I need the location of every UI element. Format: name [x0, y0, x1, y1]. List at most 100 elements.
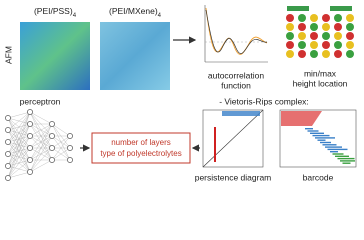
edge: [51, 135, 71, 149]
edge: [7, 111, 31, 179]
autocorrelation-plot: [204, 5, 268, 63]
bar: [330, 151, 338, 153]
edge: [7, 111, 31, 155]
bar: [332, 153, 344, 155]
neuron: [5, 127, 11, 133]
neuron: [49, 133, 55, 139]
neuron: [67, 133, 73, 139]
panel-label: persistence diagram: [195, 172, 272, 182]
bar: [340, 160, 355, 162]
edge: [7, 111, 31, 143]
dot: [322, 32, 330, 40]
dot: [298, 14, 306, 22]
neuron: [5, 163, 11, 169]
edge: [51, 135, 71, 161]
output-label: number of layers: [111, 138, 171, 147]
dot: [298, 23, 306, 31]
dot: [286, 41, 294, 49]
neuron: [49, 121, 55, 127]
neuron: [49, 157, 55, 163]
method-label: AFM: [3, 46, 13, 64]
neuron: [27, 133, 33, 139]
neuron: [27, 145, 33, 151]
edge: [7, 111, 31, 119]
dot: [346, 50, 354, 58]
edge: [29, 111, 53, 125]
section-title: - Vietoris-Rips complex:: [219, 96, 309, 106]
feature-label: height location: [293, 78, 348, 88]
edge: [29, 123, 53, 173]
edge: [7, 111, 31, 131]
neuron: [5, 175, 11, 181]
bar: [307, 130, 319, 132]
edge: [29, 147, 53, 173]
bar: [317, 139, 326, 141]
feature-label: function: [221, 80, 251, 90]
neuron: [5, 151, 11, 157]
dot: [334, 32, 342, 40]
edge: [7, 159, 31, 179]
bar: [310, 132, 324, 134]
neuron: [67, 145, 73, 151]
dot: [310, 50, 318, 58]
edge: [51, 147, 71, 161]
panel-label: barcode: [303, 172, 334, 182]
perceptron-network: [5, 109, 73, 181]
dot: [286, 14, 294, 22]
bar: [320, 141, 331, 144]
sample-title: (PEI/PSS)4: [34, 6, 77, 18]
dot: [334, 50, 342, 58]
edge: [7, 147, 31, 179]
barcode: [279, 109, 357, 168]
edge: [29, 159, 53, 173]
edge: [29, 123, 53, 137]
bar: [322, 144, 337, 146]
dot: [286, 32, 294, 40]
neuron: [49, 145, 55, 151]
persistence-diagram: [202, 109, 264, 168]
dot: [346, 41, 354, 49]
figure: (PEI/PSS)4 (PEI/MXene)4 AFM autocorrelat…: [3, 5, 357, 182]
dot: [286, 23, 294, 31]
dot: [310, 14, 318, 22]
output-box: [91, 132, 191, 164]
edge: [29, 123, 53, 161]
neuron: [5, 139, 11, 145]
dot: [322, 41, 330, 49]
dot: [322, 23, 330, 31]
dot: [334, 14, 342, 22]
neuron: [27, 121, 33, 127]
edge: [29, 135, 53, 173]
dot: [322, 14, 330, 22]
dot: [298, 50, 306, 58]
network-label: perceptron: [20, 96, 61, 106]
dot: [346, 32, 354, 40]
dot: [310, 23, 318, 31]
bar: [312, 134, 330, 137]
minmax-grid: [286, 6, 354, 58]
output-label: type of polyelectrolytes: [100, 149, 181, 158]
dot: [286, 50, 294, 58]
dot: [310, 32, 318, 40]
neuron: [67, 157, 73, 163]
edge: [29, 123, 53, 149]
edge: [7, 171, 31, 179]
dot: [334, 23, 342, 31]
bar: [315, 137, 335, 139]
dot: [310, 41, 318, 49]
neuron: [27, 157, 33, 163]
bar: [337, 157, 355, 160]
sample-title: (PEI/MXene)4: [109, 6, 162, 18]
dot: [322, 50, 330, 58]
feature-label: autocorrelation: [208, 70, 265, 80]
bar: [335, 155, 349, 157]
bar: [305, 128, 313, 130]
page: (PEI/PSS)4 (PEI/MXene)4 AFM autocorrelat…: [3, 5, 357, 183]
dot: [346, 14, 354, 22]
edge: [7, 123, 31, 179]
dot: [334, 41, 342, 49]
bar: [325, 146, 342, 148]
afm-image: [20, 22, 90, 90]
edge: [51, 123, 71, 137]
afm-image: [100, 22, 170, 90]
